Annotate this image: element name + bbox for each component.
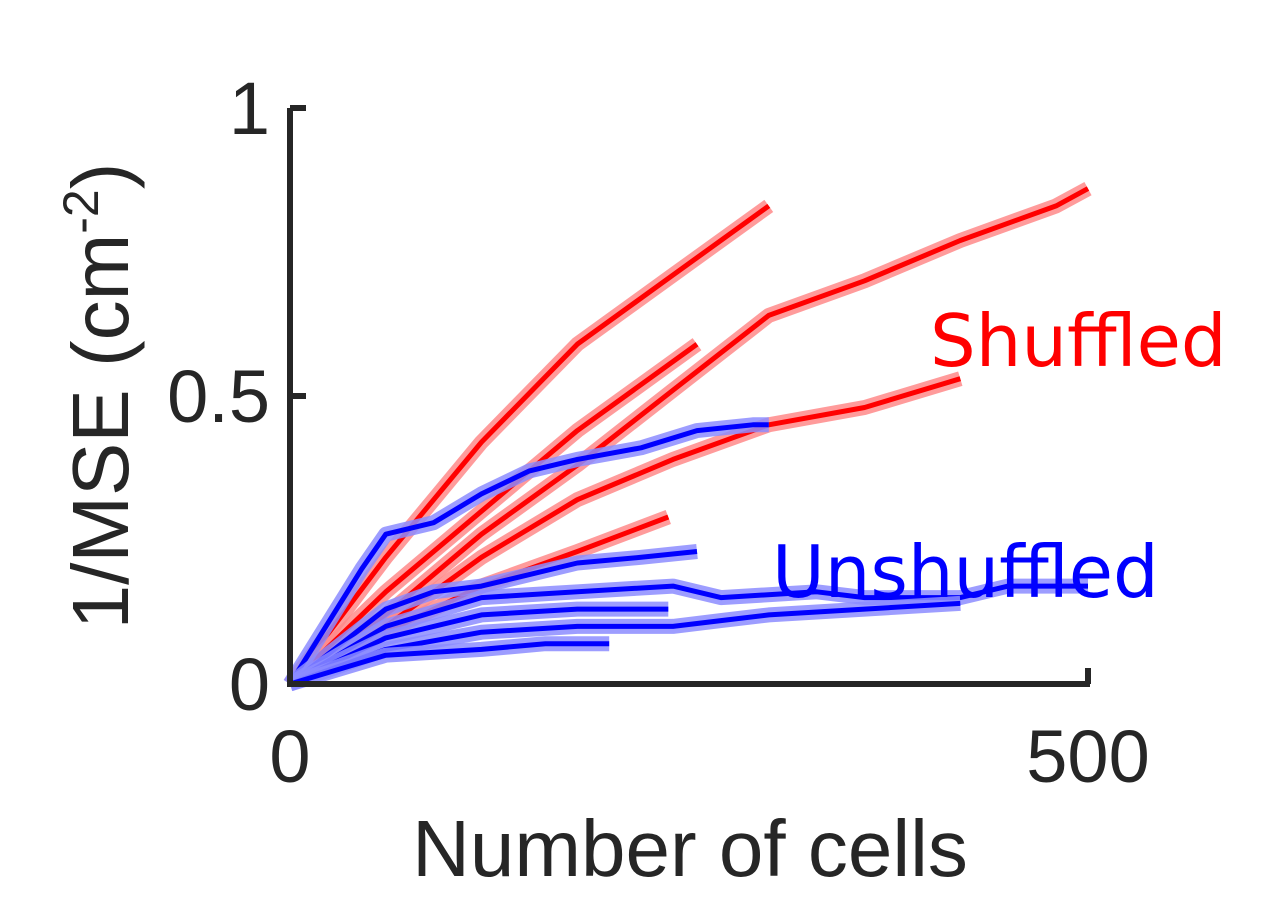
y-axis-label-close: ) bbox=[56, 163, 145, 190]
shuffled-series-0-line bbox=[288, 203, 771, 686]
unshuffled-series-6-line bbox=[288, 549, 698, 686]
x-tick-label-1: 500 bbox=[1026, 715, 1149, 798]
y-axis-label-superscript: -2 bbox=[53, 189, 109, 233]
unshuffled-series-9-line bbox=[289, 600, 961, 687]
y-tick-label-2: 1 bbox=[229, 67, 270, 150]
unshuffled-series-7-line bbox=[288, 583, 1088, 687]
y-tick-label-1: 0.5 bbox=[167, 355, 270, 438]
x-tick-label-0: 0 bbox=[269, 715, 310, 798]
tick-layer: 0 0.5 1 0 500 bbox=[167, 67, 1150, 798]
annotation-shuffled: Shuffled bbox=[930, 299, 1227, 383]
series-layer bbox=[283, 182, 1092, 692]
x-axis-label: Number of cells bbox=[412, 804, 968, 893]
shuffled-series-3-line bbox=[288, 342, 699, 686]
y-axis-label-main: 1/MSE (cm bbox=[56, 234, 145, 630]
y-tick-label-0: 0 bbox=[229, 643, 270, 726]
annotation-unshuffled: Unshuffled bbox=[772, 530, 1159, 614]
shuffled-series-1-line bbox=[288, 186, 1090, 687]
unshuffled-series-5-line bbox=[287, 422, 769, 686]
unshuffled-series-10-line bbox=[289, 641, 610, 687]
y-axis-label: 1/MSE (cm-2) bbox=[53, 163, 145, 630]
